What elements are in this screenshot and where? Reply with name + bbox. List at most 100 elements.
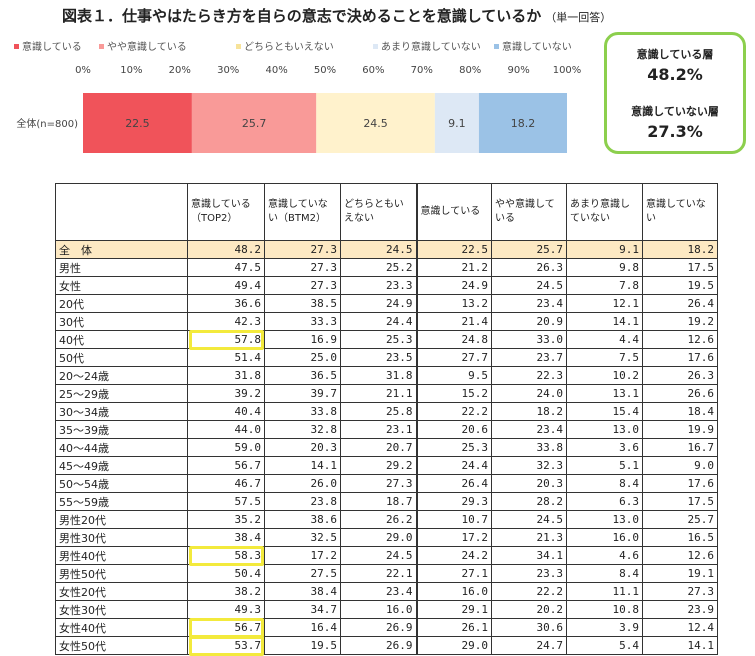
x-tick-label: 0% — [75, 65, 91, 76]
table-cell: 17.2 — [415, 528, 492, 547]
table-cell: 16.7 — [642, 438, 718, 457]
table-cell: 32.8 — [264, 420, 341, 439]
table-cell: 23.5 — [340, 348, 417, 367]
legend-swatch — [99, 44, 104, 49]
table-cell: 38.4 — [264, 582, 341, 601]
row-label: 55～59歳 — [55, 492, 188, 511]
category-label: 全体(n=800) — [16, 117, 78, 130]
table-cell: 21.2 — [415, 258, 492, 277]
table-cell: 17.6 — [642, 474, 718, 493]
table-cell: 13.0 — [566, 420, 643, 439]
table-cell: 3.9 — [566, 618, 643, 637]
table-cell: 59.0 — [187, 438, 265, 457]
bar-segment — [83, 93, 192, 153]
table-cell: 7.5 — [566, 348, 643, 367]
x-tick-label: 70% — [411, 65, 433, 76]
table-cell: 27.5 — [264, 564, 341, 583]
table-row: 男性50代 50.4 27.5 22.1 27.1 23.3 8.4 19.1 — [55, 564, 718, 583]
table-cell: 25.3 — [415, 438, 492, 457]
table-row: 男性30代 38.4 32.5 29.0 17.2 21.3 16.0 16.5 — [55, 528, 718, 547]
table-cell: 9.8 — [566, 258, 643, 277]
table-cell: 29.3 — [415, 492, 492, 511]
results-table: 意識している（TOP2） 意識していない（BTM2） どちらともいえない 意識し… — [55, 183, 718, 655]
table-cell: 49.4 — [187, 276, 265, 295]
table-cell: 27.7 — [415, 348, 492, 367]
x-tick-label: 100% — [553, 65, 582, 76]
table-cell: 19.1 — [642, 564, 718, 583]
data-label: 24.5 — [363, 117, 388, 130]
table-cell: 20.3 — [264, 438, 341, 457]
table-cell: 58.3 — [187, 546, 265, 565]
table-cell: 22.3 — [491, 366, 567, 385]
table-cell: 33.0 — [491, 330, 567, 349]
table-header-cell: 意識している（TOP2） — [187, 183, 265, 241]
table-cell: 13.0 — [566, 510, 643, 529]
data-label: 9.1 — [448, 117, 466, 130]
table-cell: 14.1 — [642, 636, 718, 655]
table-cell: 19.5 — [264, 636, 341, 655]
table-cell: 51.4 — [187, 348, 265, 367]
table-cell: 42.3 — [187, 312, 265, 331]
data-label: 25.7 — [242, 117, 267, 130]
table-cell: 29.1 — [415, 600, 492, 619]
table-row: 女性40代 56.7 16.4 26.9 26.1 30.6 3.9 12.4 — [55, 618, 718, 637]
table-row: 50～54歳 46.7 26.0 27.3 26.4 20.3 8.4 17.6 — [55, 474, 718, 493]
data-label: 22.5 — [125, 117, 150, 130]
legend-swatch — [14, 44, 19, 49]
table-cell: 17.5 — [642, 258, 718, 277]
summary-aware-label: 意識している層 — [636, 48, 714, 61]
table-cell: 27.3 — [264, 258, 341, 277]
row-label: 男性30代 — [55, 528, 188, 547]
legend-swatch — [236, 44, 241, 49]
table-cell: 28.2 — [491, 492, 567, 511]
table-header-corner — [55, 183, 188, 241]
table-cell: 39.2 — [187, 384, 265, 403]
table-row: 女性30代 49.3 34.7 16.0 29.1 20.2 10.8 23.9 — [55, 600, 718, 619]
table-cell: 25.8 — [340, 402, 417, 421]
table-cell: 5.1 — [566, 456, 643, 475]
table-cell: 20.2 — [491, 600, 567, 619]
table-cell: 9.1 — [566, 240, 643, 259]
table-cell: 57.8 — [187, 330, 265, 349]
row-label: 20～24歳 — [55, 366, 188, 385]
table-cell: 26.3 — [491, 258, 567, 277]
bar-segment — [478, 93, 567, 153]
bar-segment — [434, 93, 479, 153]
table-cell: 23.7 — [491, 348, 567, 367]
legend-swatch — [494, 44, 499, 49]
table-cell: 26.2 — [340, 510, 417, 529]
x-tick-label: 80% — [459, 65, 481, 76]
row-label: 25～29歳 — [55, 384, 188, 403]
legend-label: どちらともいえない — [244, 41, 334, 53]
legend-label: 意識している — [22, 40, 82, 53]
bar-segment — [316, 93, 435, 153]
table-cell: 5.4 — [566, 636, 643, 655]
table-cell: 44.0 — [187, 420, 265, 439]
table-cell: 24.4 — [415, 456, 492, 475]
table-cell: 26.4 — [642, 294, 718, 313]
table-header-cell: やや意識している — [491, 183, 567, 241]
row-label: 30代 — [55, 312, 188, 331]
row-label: 女性30代 — [55, 600, 188, 619]
table-cell: 38.2 — [187, 582, 265, 601]
table-cell: 16.0 — [340, 600, 417, 619]
legend-label: 意識していない — [502, 40, 572, 53]
table-row: 50代 51.4 25.0 23.5 27.7 23.7 7.5 17.6 — [55, 348, 718, 367]
table-cell: 10.7 — [415, 510, 492, 529]
table-cell: 10.2 — [566, 366, 643, 385]
table-cell: 15.4 — [566, 402, 643, 421]
table-cell: 12.4 — [642, 618, 718, 637]
table-cell: 23.4 — [491, 294, 567, 313]
row-label: 35～39歳 — [55, 420, 188, 439]
table-cell: 40.4 — [187, 402, 265, 421]
table-cell: 32.5 — [264, 528, 341, 547]
table-cell: 23.3 — [340, 276, 417, 295]
x-tick-label: 40% — [265, 65, 287, 76]
table-cell: 50.4 — [187, 564, 265, 583]
table-cell: 4.4 — [566, 330, 643, 349]
table-cell: 22.1 — [340, 564, 417, 583]
table-cell: 3.6 — [566, 438, 643, 457]
table-cell: 9.0 — [642, 456, 718, 475]
table-row: 45～49歳 56.7 14.1 29.2 24.4 32.3 5.1 9.0 — [55, 456, 718, 475]
x-tick-label: 50% — [314, 65, 336, 76]
